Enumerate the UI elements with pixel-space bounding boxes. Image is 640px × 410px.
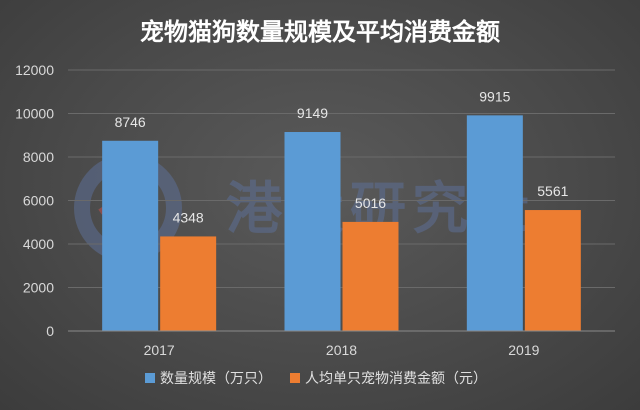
bar-quantity-2017 bbox=[102, 140, 159, 331]
x-tick-label: 2018 bbox=[326, 342, 357, 358]
y-tick-label: 2000 bbox=[23, 280, 54, 296]
bars bbox=[102, 115, 581, 331]
legend: 数量规模（万只） 人均单只宠物消费金额（元） bbox=[145, 371, 487, 387]
bar-spending-2018 bbox=[342, 221, 399, 331]
y-tick-label: 6000 bbox=[23, 193, 54, 209]
bar-spending-2019 bbox=[524, 210, 581, 331]
data-label: 9915 bbox=[479, 88, 510, 104]
x-axis: 2017 2018 2019 bbox=[68, 330, 615, 358]
y-tick-label: 10000 bbox=[15, 106, 54, 122]
data-label: 8746 bbox=[115, 114, 146, 130]
bar-quantity-2018 bbox=[284, 132, 341, 331]
legend-label: 数量规模（万只） bbox=[160, 371, 272, 387]
bar-quantity-2019 bbox=[466, 115, 523, 331]
gridlines bbox=[68, 69, 615, 332]
data-label: 4348 bbox=[173, 209, 204, 225]
bar-spending-2017 bbox=[160, 236, 217, 331]
data-label: 5561 bbox=[537, 183, 568, 199]
chart-title: 宠物猫狗数量规模及平均消费金额 bbox=[140, 18, 500, 46]
y-axis: 0 2000 4000 6000 8000 10000 12000 bbox=[15, 62, 54, 339]
y-tick-label: 0 bbox=[46, 323, 54, 339]
y-tick-label: 12000 bbox=[15, 62, 54, 78]
legend-swatch bbox=[290, 373, 300, 383]
data-label: 9149 bbox=[297, 105, 328, 121]
y-tick-label: 8000 bbox=[23, 149, 54, 165]
data-label: 5016 bbox=[355, 195, 386, 211]
x-tick-label: 2017 bbox=[144, 342, 175, 358]
data-labels: 8746 4348 9149 5016 9915 5561 bbox=[115, 88, 569, 225]
legend-swatch bbox=[145, 373, 155, 383]
legend-label: 人均单只宠物消费金额（元） bbox=[305, 371, 487, 387]
x-tick-label: 2019 bbox=[508, 342, 539, 358]
y-tick-label: 4000 bbox=[23, 236, 54, 252]
